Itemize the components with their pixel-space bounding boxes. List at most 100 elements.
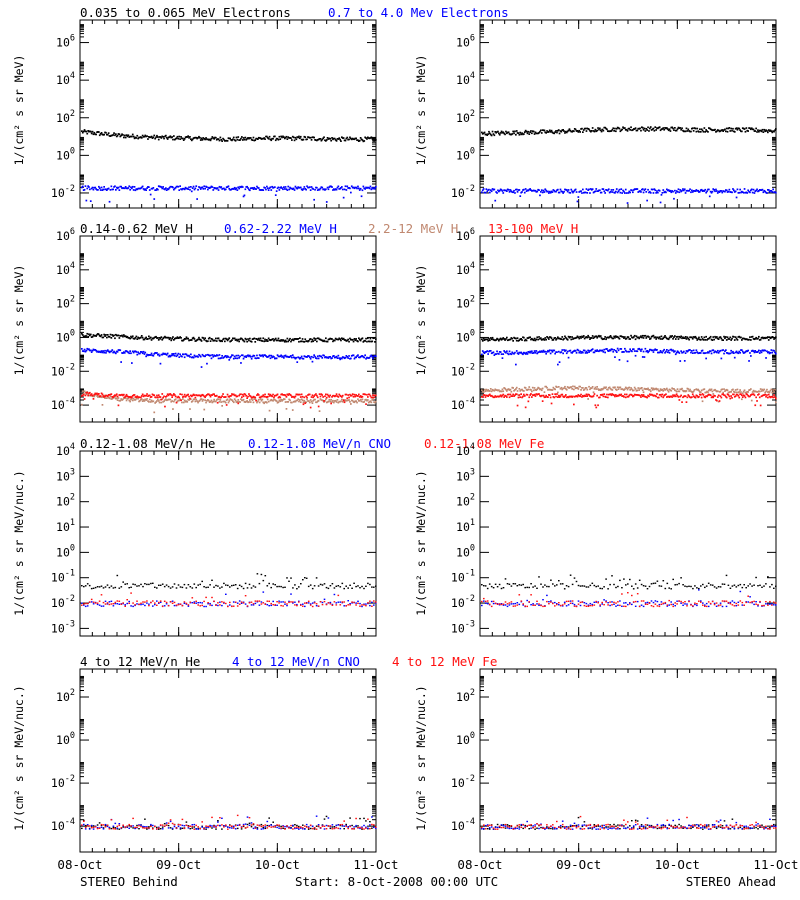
data-point	[740, 191, 742, 194]
data-point	[276, 187, 279, 190]
data-point	[176, 336, 179, 338]
data-point	[339, 138, 341, 141]
data-point	[127, 134, 130, 137]
data-point	[110, 350, 113, 353]
data-point	[743, 351, 746, 354]
data-point	[342, 137, 345, 139]
data-point	[766, 388, 768, 391]
data-point	[302, 603, 304, 605]
y-tick-label: 106	[456, 34, 475, 50]
data-point	[252, 354, 255, 357]
data-point	[657, 189, 660, 192]
data-point	[307, 136, 309, 138]
data-point	[668, 388, 671, 391]
data-point	[310, 396, 313, 398]
data-point	[241, 354, 243, 357]
data-point	[661, 128, 664, 130]
data-point	[316, 186, 318, 189]
data-point	[231, 339, 233, 341]
data-point	[564, 335, 566, 338]
data-point	[292, 136, 295, 139]
data-point	[546, 130, 548, 132]
data-point	[140, 136, 142, 138]
row-legend-electrons: 0.035 to 0.065 MeV Electrons 0.7 to 4.0 …	[80, 5, 509, 20]
data-point	[366, 399, 368, 402]
data-point	[683, 188, 686, 191]
data-point	[351, 186, 354, 189]
data-point	[178, 135, 181, 138]
data-point	[130, 352, 132, 355]
data-point	[211, 394, 214, 396]
data-point	[110, 600, 113, 602]
data-point	[624, 349, 627, 352]
data-point	[507, 339, 510, 341]
data-point	[174, 138, 177, 140]
data-point	[355, 186, 357, 189]
data-point	[268, 135, 271, 138]
data-point	[165, 584, 168, 586]
data-point	[768, 191, 771, 193]
data-point	[750, 355, 752, 357]
data-point	[124, 350, 127, 352]
data-point	[165, 399, 168, 402]
data-point	[274, 338, 276, 341]
data-point	[498, 133, 501, 136]
data-point	[483, 191, 486, 194]
data-point	[702, 189, 705, 192]
data-point	[581, 335, 583, 338]
data-point	[651, 389, 654, 391]
data-point	[307, 394, 309, 396]
data-point	[521, 388, 523, 391]
data-point	[664, 351, 666, 354]
data-point	[574, 350, 577, 352]
data-point	[120, 398, 122, 400]
data-point	[636, 394, 639, 396]
data-point	[714, 190, 716, 193]
data-point	[121, 187, 123, 190]
data-point	[774, 129, 776, 132]
data-point	[176, 135, 179, 138]
data-point	[165, 398, 167, 400]
data-point	[610, 130, 613, 132]
data-point	[266, 340, 269, 342]
data-point	[137, 396, 139, 398]
data-point	[647, 126, 649, 129]
data-point	[309, 357, 312, 360]
data-point	[307, 602, 310, 604]
data-point	[147, 400, 149, 402]
data-point	[554, 388, 556, 391]
data-point	[635, 335, 638, 338]
data-point	[118, 349, 121, 351]
data-point	[245, 338, 248, 341]
data-point	[699, 190, 701, 193]
data-point	[567, 386, 570, 389]
data-point	[643, 395, 646, 398]
data-point	[206, 394, 208, 396]
data-point	[282, 399, 284, 401]
data-point	[315, 605, 318, 607]
data-point	[772, 349, 774, 352]
data-point	[168, 136, 171, 138]
data-point	[256, 185, 258, 188]
data-point	[725, 396, 728, 399]
data-point	[642, 337, 645, 339]
data-point	[521, 339, 523, 341]
data-point	[561, 349, 564, 351]
data-point	[642, 350, 645, 353]
data-point	[154, 396, 156, 399]
data-point	[190, 394, 192, 397]
data-point	[606, 348, 608, 350]
data-point	[216, 401, 219, 404]
data-point	[282, 355, 284, 358]
data-point	[200, 340, 203, 342]
data-point	[489, 189, 492, 191]
data-point	[532, 352, 535, 354]
data-point	[289, 186, 291, 189]
data-point	[751, 349, 754, 352]
data-point	[244, 355, 247, 358]
data-point	[168, 338, 171, 341]
data-point	[199, 354, 201, 357]
data-point	[154, 603, 156, 606]
data-point	[134, 583, 136, 586]
data-point	[591, 188, 594, 190]
